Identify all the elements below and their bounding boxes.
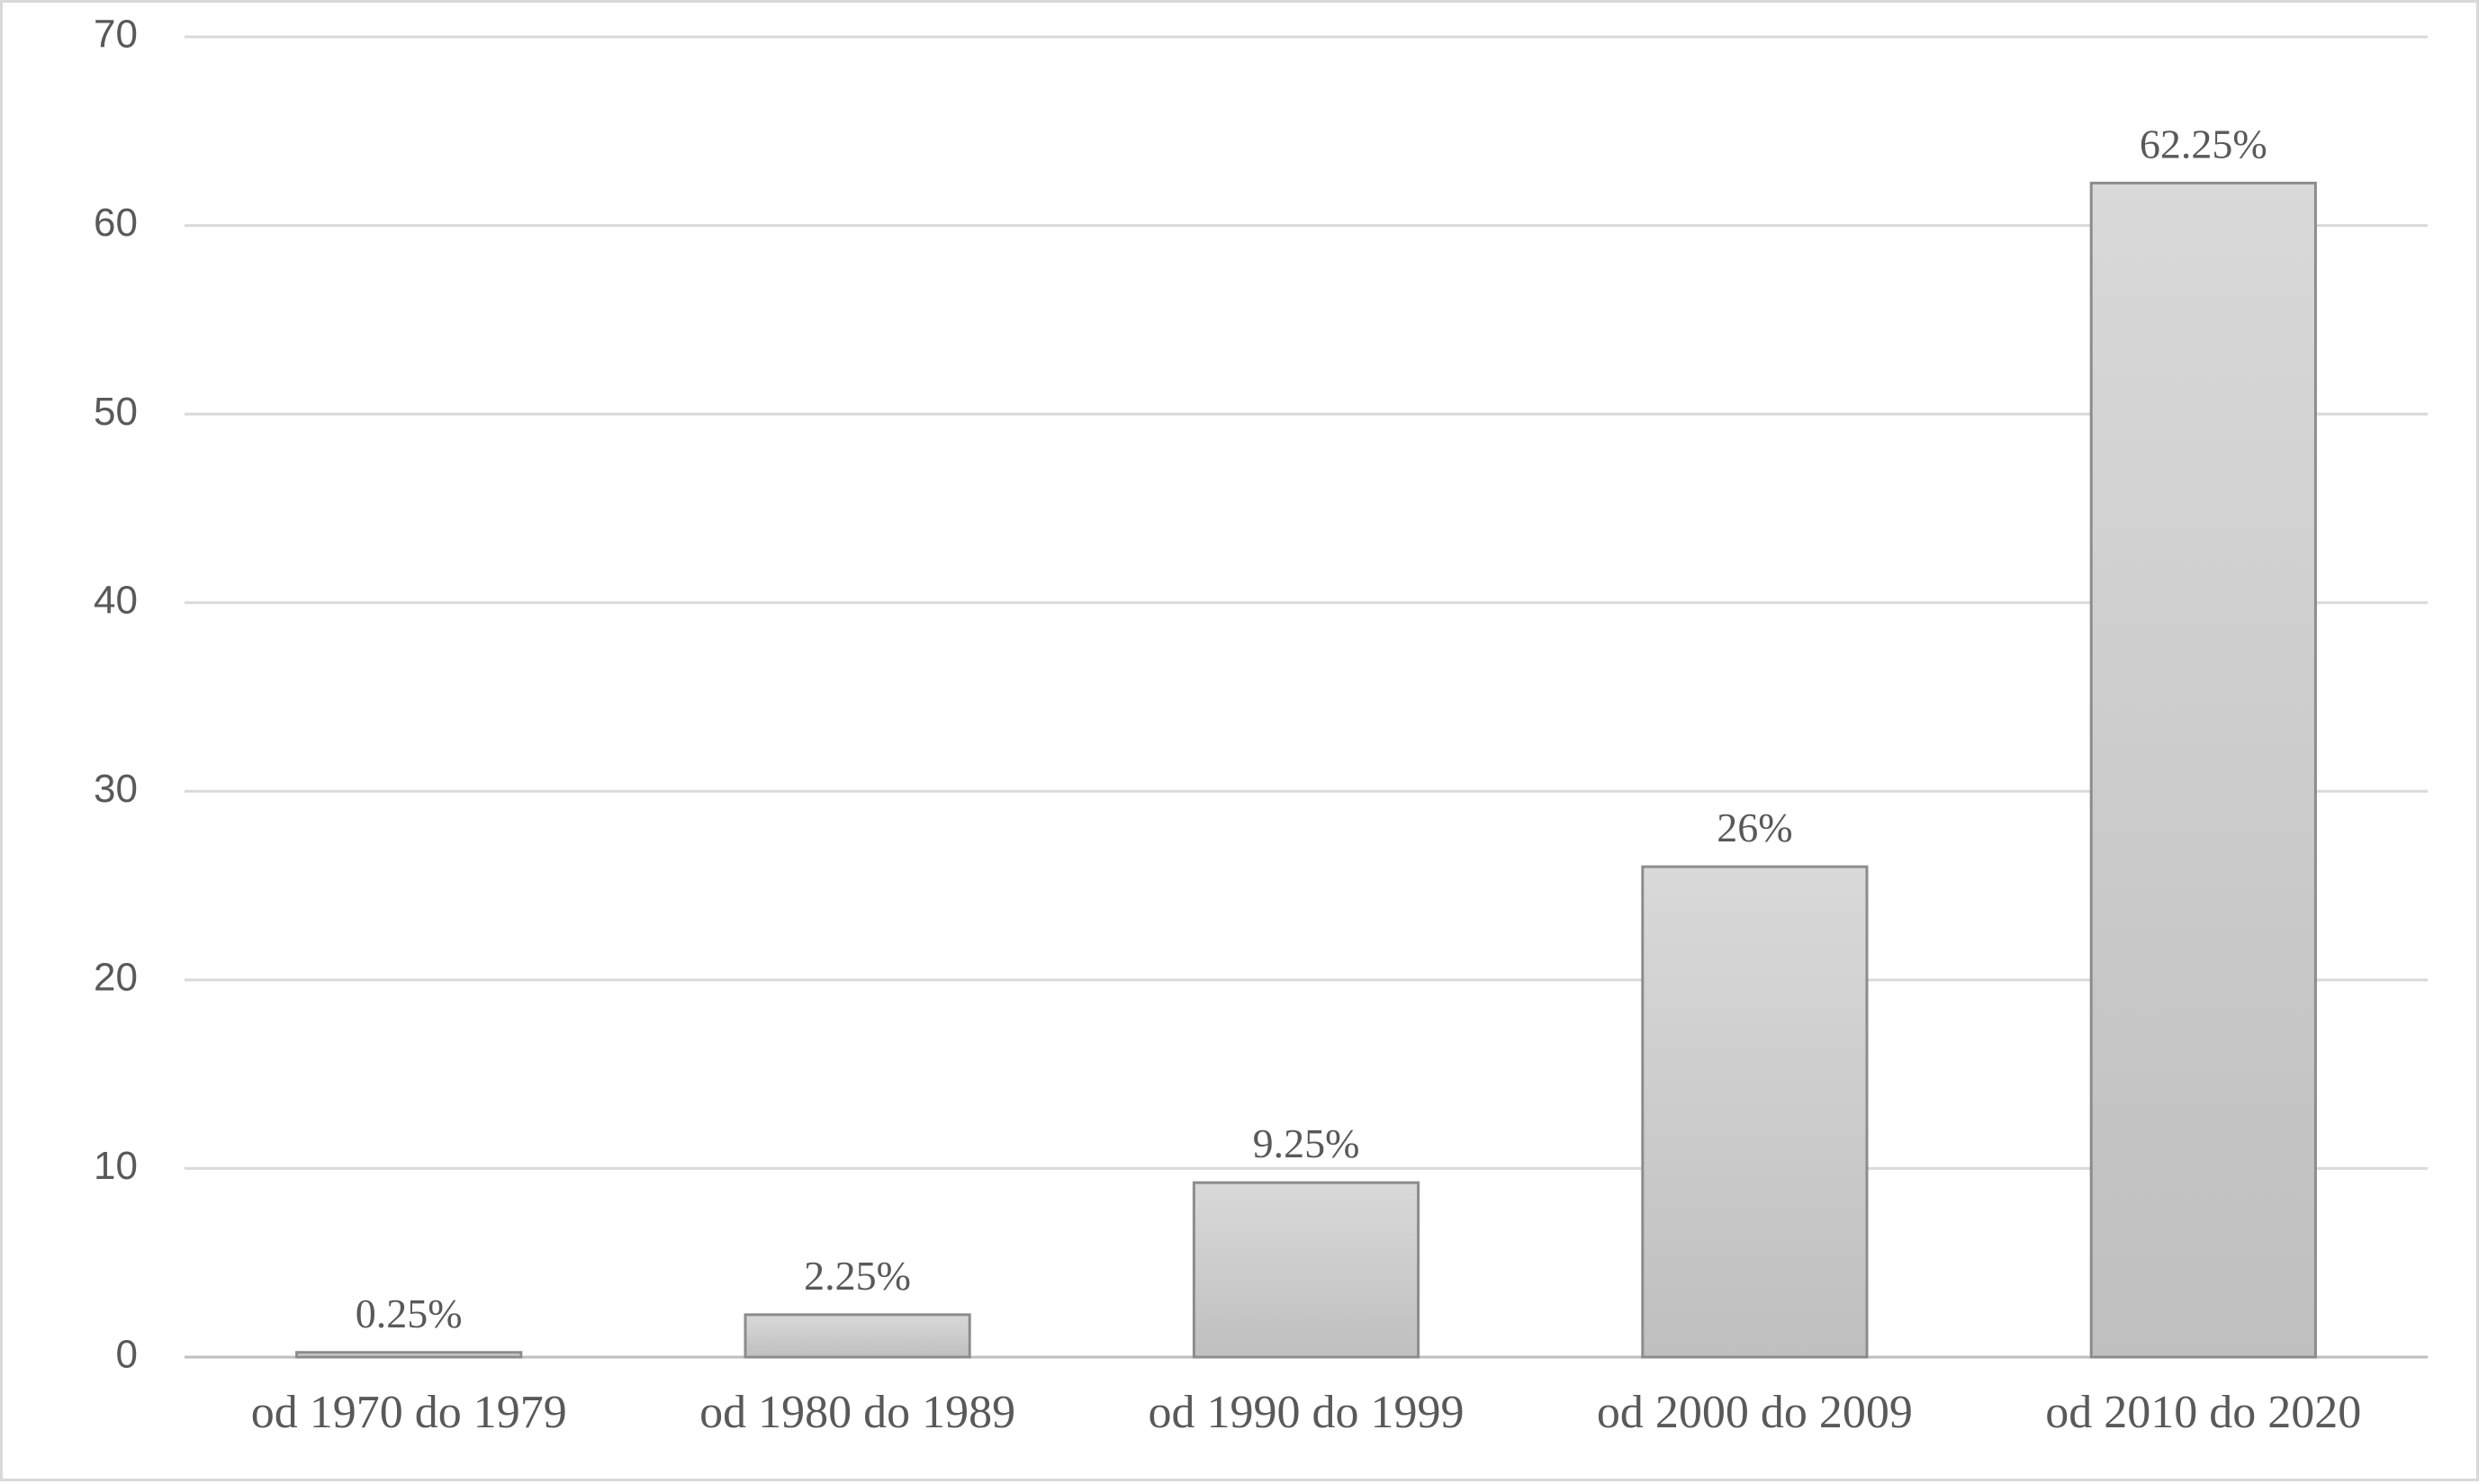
data-label: 0.25% [356, 1291, 463, 1336]
y-axis-ticks: 0 10 20 30 40 50 60 70 [94, 13, 138, 1377]
y-tick-label: 40 [94, 578, 138, 622]
x-tick-label: od 2000 do 2009 [1597, 1387, 1913, 1438]
y-tick-label: 10 [94, 1144, 138, 1188]
y-tick-label: 70 [94, 13, 138, 57]
data-label: 62.25% [2140, 121, 2267, 166]
y-tick-label: 60 [94, 201, 138, 245]
bar [295, 1351, 523, 1359]
y-tick-label: 50 [94, 390, 138, 434]
x-tick-label: od 2010 do 2020 [2045, 1387, 2361, 1438]
data-label: 2.25% [804, 1253, 911, 1299]
x-axis-ticks: od 1970 do 1979 od 1980 do 1989 od 1990 do… [251, 1387, 2362, 1438]
y-tick-label: 20 [94, 955, 138, 999]
data-labels: 0.25% 2.25% 9.25% 26% 62.25% [356, 121, 2267, 1336]
x-tick-label: od 1970 do 1979 [251, 1387, 567, 1438]
y-tick-label: 30 [94, 767, 138, 811]
bar [2089, 181, 2317, 1359]
bar [1641, 865, 1869, 1359]
bar-chart: 0 10 20 30 40 50 60 70 0.25% 2.25% 9.25% 26% 62.25%… [94, 13, 2428, 1438]
data-label: 9.25% [1253, 1120, 1360, 1166]
gridlines [185, 35, 2428, 1359]
data-label: 26% [1717, 805, 1792, 850]
bar [744, 1313, 971, 1359]
y-tick-label: 0 [116, 1333, 138, 1377]
bar [1192, 1181, 1420, 1359]
x-tick-label: od 1980 do 1989 [699, 1387, 1015, 1438]
bars [295, 181, 2317, 1359]
x-tick-label: od 1990 do 1999 [1149, 1387, 1465, 1438]
